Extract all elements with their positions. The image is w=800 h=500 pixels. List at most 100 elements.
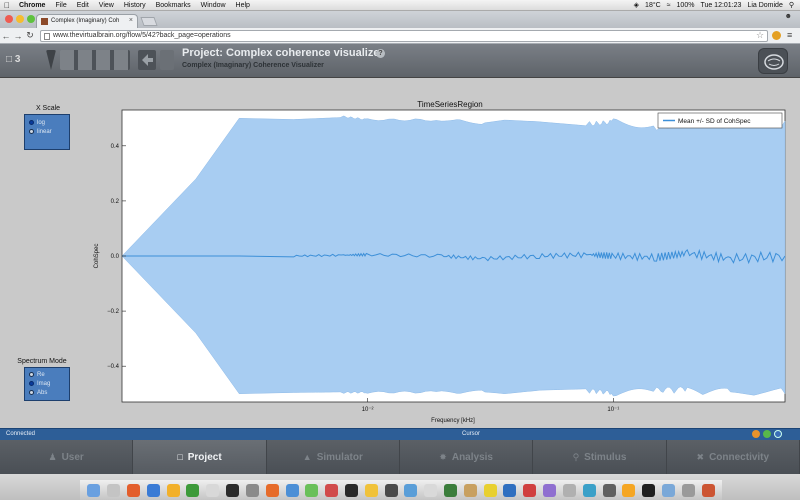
nav-tab-label: Simulator <box>316 451 363 463</box>
spectrum-mode-option-abs[interactable]: Abs <box>29 388 65 397</box>
dock-app-icon[interactable] <box>186 484 200 497</box>
radio-unselected-icon[interactable] <box>29 390 34 395</box>
coherence-chart[interactable]: TimeSeriesRegion 0.4 0.2 0.0 −0.2 −0.4 10⁻² 10… <box>80 98 795 428</box>
nav-tab-label: Analysis <box>451 451 493 463</box>
menu-history[interactable]: History <box>123 1 146 9</box>
nav-tab-stimulus[interactable]: ⚲ Stimulus <box>533 440 667 474</box>
menu-file[interactable]: File <box>55 1 67 9</box>
zoom-window-icon[interactable] <box>27 15 35 23</box>
user-icon: ♟ <box>48 451 57 462</box>
help-icon[interactable]: ? <box>376 49 385 58</box>
back-button[interactable] <box>138 50 156 70</box>
dock-app-icon[interactable] <box>444 484 458 497</box>
dock-app-icon[interactable] <box>503 484 517 497</box>
dock-app-icon[interactable] <box>364 484 378 497</box>
apple-icon[interactable]:  <box>0 1 14 10</box>
dock-app-icon[interactable] <box>681 484 695 497</box>
radio-selected-icon[interactable] <box>29 381 34 386</box>
menu-chrome[interactable]: Chrome <box>19 1 46 9</box>
close-window-icon[interactable] <box>5 15 13 23</box>
wifi-icon[interactable]: ≈ <box>666 1 671 9</box>
dock-app-icon[interactable] <box>404 484 418 497</box>
dropdown-arrow-icon[interactable] <box>46 50 56 70</box>
dock-app-icon[interactable] <box>285 484 299 497</box>
forward-arrow-icon[interactable]: → <box>13 30 23 41</box>
nav-tab-simulator[interactable]: ▲ Simulator <box>267 440 400 474</box>
dock-app-icon[interactable] <box>245 484 259 497</box>
visualizer-area: X Scale log linear Spectrum Mode Re Imag… <box>0 78 800 428</box>
search-icon[interactable]: ⚲ <box>788 2 794 9</box>
user-name[interactable]: Lia Domide <box>747 1 783 9</box>
add-icon[interactable] <box>763 430 771 438</box>
radio-unselected-icon[interactable] <box>29 372 34 377</box>
simulator-icon: ▲ <box>302 452 312 462</box>
back-arrow-icon[interactable]: ← <box>1 30 11 41</box>
x-scale-option-linear[interactable]: linear <box>29 127 65 136</box>
menu-view[interactable]: View <box>98 1 114 9</box>
dock-app-icon[interactable] <box>206 484 220 497</box>
dock-app-icon[interactable] <box>226 484 240 497</box>
clock[interactable]: Tue 12:01:23 <box>700 1 742 9</box>
dock-app-icon[interactable] <box>543 484 557 497</box>
y-axis-label: CohSpec <box>94 244 100 269</box>
bookmark-star-icon[interactable]: ☆ <box>756 30 765 40</box>
dock-app-icon[interactable] <box>642 484 656 497</box>
dock-app-icon[interactable] <box>325 484 339 497</box>
dock-app-icon[interactable] <box>661 484 675 497</box>
menu-help[interactable]: Help <box>235 1 250 9</box>
browser-tabstrip: Complex (Imaginary) Coh × ☻ <box>0 11 800 28</box>
nav-tab-project[interactable]: □ Project <box>133 440 267 474</box>
dock-app-icon[interactable] <box>87 484 101 497</box>
project-menu-button[interactable] <box>60 50 130 70</box>
spectrum-mode-option-label: Re <box>37 371 45 378</box>
dock-app-icon[interactable] <box>463 484 477 497</box>
dock-app-icon[interactable] <box>146 484 160 497</box>
nav-tab-analysis[interactable]: ✸ Analysis <box>400 440 534 474</box>
spectrum-mode-option-imag[interactable]: Imag <box>29 379 65 388</box>
dock-app-icon[interactable] <box>265 484 279 497</box>
dock-app-icon[interactable] <box>107 484 121 497</box>
nav-tab-user[interactable]: ♟ User <box>0 440 134 474</box>
dock-app-icon[interactable] <box>166 484 180 497</box>
dock-app-icon[interactable] <box>602 484 616 497</box>
extension-icon[interactable] <box>772 31 781 40</box>
spectrum-mode-option-label: Abs <box>37 389 48 396</box>
menu-edit[interactable]: Edit <box>76 1 89 9</box>
minimize-window-icon[interactable] <box>16 15 24 23</box>
export-icon[interactable] <box>752 430 760 438</box>
temperature-reading[interactable]: 18°C <box>645 1 661 9</box>
battery-reading[interactable]: 100% <box>676 1 695 9</box>
close-tab-icon[interactable]: × <box>128 17 133 24</box>
url-input[interactable]: www.thevirtualbrain.org/flow/5/42?back_p… <box>40 30 768 42</box>
info-icon[interactable] <box>774 430 782 438</box>
dock-app-icon[interactable] <box>127 484 141 497</box>
new-tab-button[interactable] <box>140 17 158 26</box>
dock-app-icon[interactable] <box>562 484 576 497</box>
browser-tab[interactable]: Complex (Imaginary) Coh × <box>36 14 138 28</box>
browser-menu-icon[interactable]: ≡ <box>787 30 793 40</box>
chart-title: TimeSeriesRegion <box>417 100 483 109</box>
radio-selected-icon[interactable] <box>29 120 34 125</box>
spectrum-mode-option-re[interactable]: Re <box>29 370 65 379</box>
reload-icon[interactable]: ↻ <box>26 30 34 40</box>
dock-app-icon[interactable] <box>384 484 398 497</box>
radio-unselected-icon[interactable] <box>29 129 34 134</box>
dock-app-icon[interactable] <box>344 484 358 497</box>
os-menubar:  Chrome File Edit View History Bookmark… <box>0 0 800 11</box>
x-scale-option-log[interactable]: log <box>29 118 65 127</box>
menu-bookmarks[interactable]: Bookmarks <box>155 1 191 9</box>
dock-app-icon[interactable] <box>483 484 497 497</box>
nav-tab-connectivity[interactable]: ✖ Connectivity <box>667 440 800 474</box>
dock-app-icon[interactable] <box>582 484 596 497</box>
menu-window[interactable]: Window <box>200 1 226 9</box>
dock-app-icon[interactable] <box>523 484 537 497</box>
dock-app-icon[interactable] <box>305 484 319 497</box>
project-count[interactable]: □ 3 <box>6 54 21 65</box>
dock-app-icon[interactable] <box>622 484 636 497</box>
dropbox-icon[interactable]: ◈ <box>633 2 640 9</box>
dock-app-icon[interactable] <box>424 484 438 497</box>
dock-app-icon[interactable] <box>701 484 715 497</box>
connectivity-icon: ✖ <box>696 451 705 462</box>
brain-logo-button[interactable] <box>758 48 788 74</box>
profile-icon[interactable]: ☻ <box>784 13 792 20</box>
